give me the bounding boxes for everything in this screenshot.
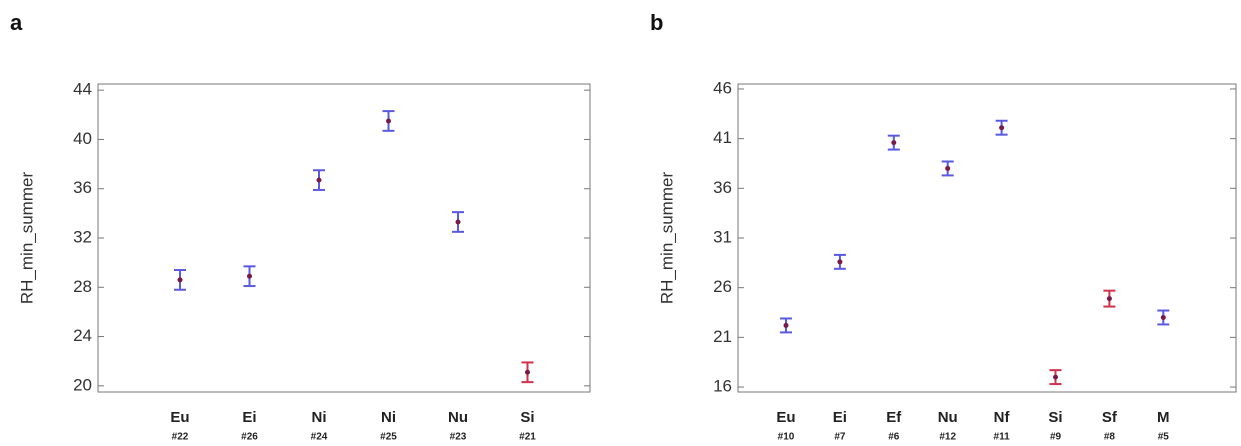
y-axis-label: RH_min_summer xyxy=(17,172,36,305)
sample-id: #12 xyxy=(939,432,956,443)
y-tick-label: 24 xyxy=(73,326,92,345)
category-label: Si xyxy=(520,409,534,426)
category-label: Ei xyxy=(242,409,256,426)
category-label: Ni xyxy=(381,409,396,426)
plot-frame xyxy=(97,83,591,393)
y-tick-label: 20 xyxy=(73,375,92,394)
y-tick-label: 40 xyxy=(73,129,92,148)
sample-id: #9 xyxy=(1050,432,1062,443)
y-tick-label: 46 xyxy=(713,78,732,97)
mean-point xyxy=(177,277,183,283)
plot-frame xyxy=(737,83,1237,393)
sample-id: #26 xyxy=(241,432,258,443)
y-tick-label: 31 xyxy=(713,227,732,246)
y-tick-label: 16 xyxy=(713,377,732,396)
mean-point xyxy=(1160,314,1166,320)
sample-id: #23 xyxy=(450,432,467,443)
category-label: Ei xyxy=(833,409,847,426)
sample-id: #24 xyxy=(311,432,328,443)
mean-point xyxy=(525,369,530,375)
mean-point xyxy=(999,125,1005,131)
mean-point xyxy=(1106,296,1112,302)
category-label: Eu xyxy=(776,409,795,426)
mean-point xyxy=(945,165,951,171)
mean-point xyxy=(1053,374,1058,380)
sample-id: #7 xyxy=(834,432,846,443)
category-label: Sf xyxy=(1102,409,1118,426)
sample-id: #6 xyxy=(888,432,900,443)
category-label: Nu xyxy=(448,409,468,426)
y-tick-label: 41 xyxy=(713,128,732,147)
y-tick-label: 36 xyxy=(73,178,92,197)
y-tick-label: 32 xyxy=(73,227,92,246)
panel-label: a xyxy=(10,10,23,35)
category-label: Nf xyxy=(994,409,1011,426)
sample-id: #10 xyxy=(778,432,795,443)
sample-id: #22 xyxy=(172,432,189,443)
y-tick-label: 26 xyxy=(713,277,732,296)
mean-point xyxy=(837,259,843,265)
sample-id: #5 xyxy=(1158,432,1170,443)
mean-point xyxy=(783,322,789,328)
category-label: Ef xyxy=(886,409,902,426)
sample-id: #8 xyxy=(1104,432,1116,443)
mean-point xyxy=(316,177,322,183)
category-label: Ni xyxy=(312,409,327,426)
y-axis-label: RH_min_summer xyxy=(657,172,676,305)
category-label: Si xyxy=(1048,409,1062,426)
mean-point xyxy=(247,273,252,279)
category-label: M xyxy=(1157,409,1170,426)
y-tick-label: 28 xyxy=(73,277,92,296)
mean-point xyxy=(386,118,391,124)
category-label: Eu xyxy=(170,409,189,426)
mean-point xyxy=(455,219,461,225)
sample-id: #11 xyxy=(994,432,1011,443)
y-tick-label: 36 xyxy=(713,178,732,197)
category-label: Nu xyxy=(938,409,958,426)
y-tick-label: 21 xyxy=(713,327,732,346)
mean-point xyxy=(891,140,897,146)
sample-id: #25 xyxy=(380,432,397,443)
y-tick-label: 44 xyxy=(73,80,92,99)
sample-id: #21 xyxy=(519,432,536,443)
panel-label: b xyxy=(650,10,663,35)
